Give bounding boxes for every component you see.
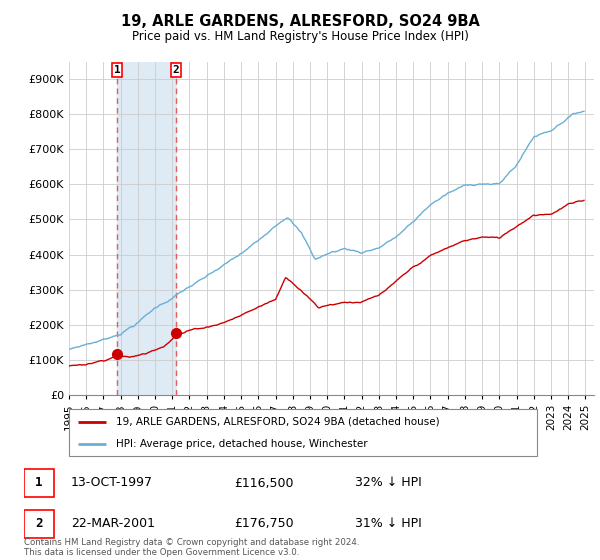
- Bar: [24, 469, 55, 497]
- Text: 13-OCT-1997: 13-OCT-1997: [71, 477, 153, 489]
- Text: HPI: Average price, detached house, Winchester: HPI: Average price, detached house, Winc…: [116, 438, 367, 449]
- Bar: [117, 62, 176, 395]
- Text: Contains HM Land Registry data © Crown copyright and database right 2024.
This d: Contains HM Land Registry data © Crown c…: [24, 538, 359, 557]
- Text: £116,500: £116,500: [234, 477, 293, 489]
- Text: 19, ARLE GARDENS, ALRESFORD, SO24 9BA (detached house): 19, ARLE GARDENS, ALRESFORD, SO24 9BA (d…: [116, 417, 439, 427]
- Text: £176,750: £176,750: [234, 517, 293, 530]
- Text: 1: 1: [35, 477, 43, 489]
- Bar: [112, 63, 122, 77]
- Text: 22-MAR-2001: 22-MAR-2001: [71, 517, 155, 530]
- Text: 31% ↓ HPI: 31% ↓ HPI: [355, 517, 422, 530]
- Text: 1: 1: [113, 65, 121, 75]
- Text: 19, ARLE GARDENS, ALRESFORD, SO24 9BA: 19, ARLE GARDENS, ALRESFORD, SO24 9BA: [121, 14, 479, 29]
- Text: Price paid vs. HM Land Registry's House Price Index (HPI): Price paid vs. HM Land Registry's House …: [131, 30, 469, 43]
- Text: 32% ↓ HPI: 32% ↓ HPI: [355, 477, 422, 489]
- Bar: [24, 510, 55, 538]
- Bar: [171, 63, 181, 77]
- Text: 2: 2: [35, 517, 43, 530]
- Text: 2: 2: [173, 65, 179, 75]
